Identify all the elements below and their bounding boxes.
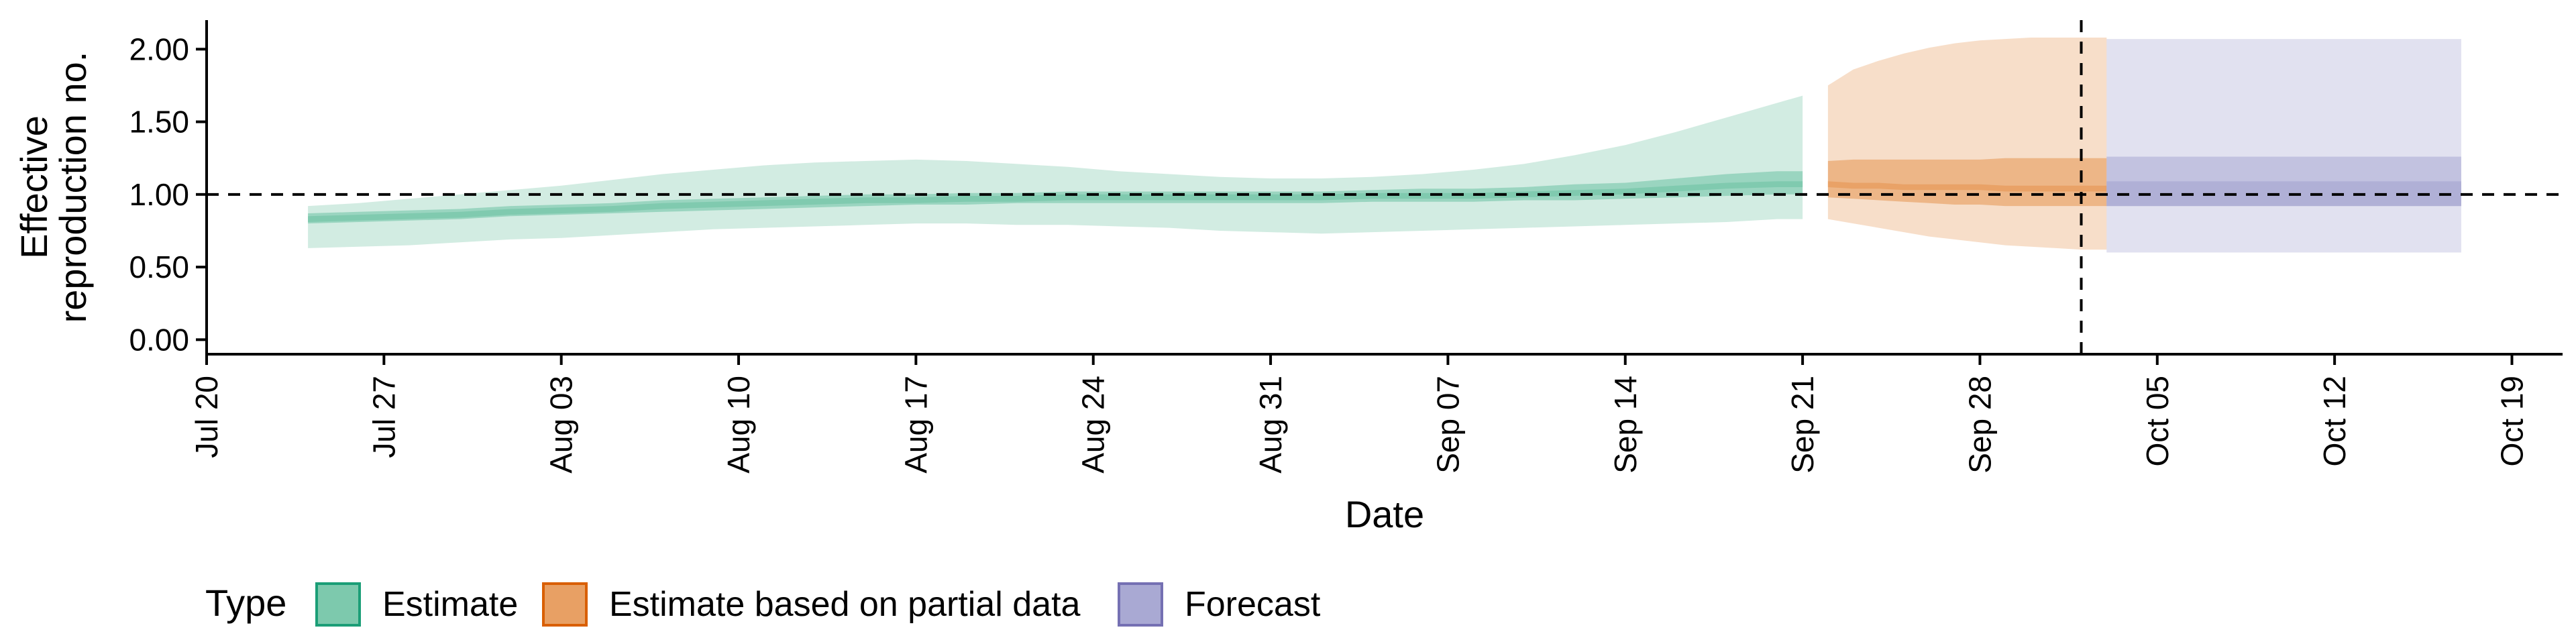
legend-label-estimate-based-on-partial-data: Estimate based on partial data [609,585,1081,624]
y-tick-label: 1.00 [129,177,189,212]
x-tick-label: Sep 21 [1785,376,1820,474]
x-tick-label: Aug 31 [1253,376,1288,474]
median-estimate-based-on-partial-data [1827,181,2107,192]
x-tick-label: Aug 24 [1076,376,1111,474]
series-forecast [2106,39,2461,253]
legend-key-estimate-based-on-partial-data [542,582,588,627]
x-tick-label: Sep 28 [1962,376,1997,474]
band-50-estimate-based-on-partial-data [1827,158,2107,207]
x-tick-label: Sep 07 [1430,376,1465,474]
band-90-estimate [308,95,1803,248]
y-axis-title-line: reproduction no. [52,52,94,323]
x-tick-label: Jul 27 [366,376,401,458]
legend-key-estimate [315,582,361,627]
x-tick-label: Sep 14 [1608,376,1643,474]
x-tick-label: Aug 17 [898,376,933,474]
series-estimate [308,95,1803,248]
legend-key-forecast [1118,582,1163,627]
y-tick-label: 2.00 [129,32,189,66]
y-tick-label: 0.50 [129,250,189,284]
x-axis-title: Date [1345,493,1424,535]
axes-layer: 0.00 0.50 1.00 1.50 2.00 Jul 20 Jul 27 Aug 03 Au… [129,20,2563,474]
x-tick-label: Oct 12 [2317,376,2352,467]
x-tick-label: Oct 05 [2140,376,2175,467]
series-estimate-based-on-partial-data [1827,38,2107,250]
x-tick-label: Jul 20 [189,376,224,458]
band-90-forecast [2106,39,2461,253]
x-tick-label: Aug 10 [721,376,756,474]
legend-title: Type [205,582,286,624]
band-90-estimate-based-on-partial-data [1827,38,2107,250]
y-tick-label: 0.00 [129,322,189,357]
y-axis-title: Effectivereproduction no. [13,52,94,323]
legend: Type Estimate Estimate based on partial da… [205,582,1321,627]
legend-label-forecast: Forecast [1185,585,1321,624]
x-tick-label: Oct 19 [2494,376,2529,467]
y-tick-label: 1.50 [129,105,189,140]
y-axis-title-line: Effective [13,115,55,259]
axis-labels-layer: Date Effectivereproduction no. [13,52,1424,535]
bands-layer [308,38,2461,253]
x-tick-label: Aug 03 [544,376,579,474]
reference-lines-layer [207,20,2563,354]
legend-label-estimate: Estimate [382,585,518,624]
